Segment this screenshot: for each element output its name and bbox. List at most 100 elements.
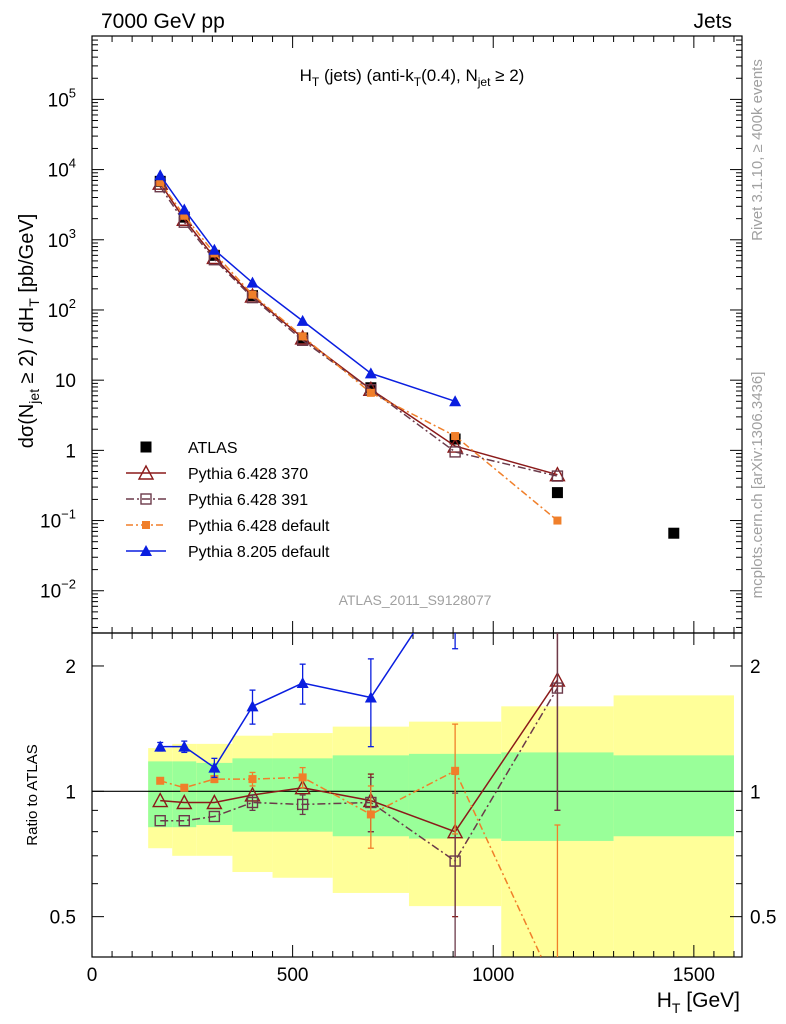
legend-marker [140,545,152,556]
series-point [366,388,375,397]
atlas-point [365,382,377,394]
band-inner-bin [613,755,734,837]
y-tick-label: 10 [55,371,76,392]
ratio-point [449,564,461,575]
ratio-tick-label: 0.5 [50,908,76,929]
ratio-point [451,766,460,775]
ratio-point [178,814,190,827]
ratio-point [366,810,375,819]
ratio-point [178,740,191,752]
header-right: Jets [693,10,732,33]
ratio-y-label: Ratio to ATLAS [24,744,41,845]
rivet-label: Rivet 3.1.10, ≥ 400k events [749,59,766,241]
legend: ATLAS Pythia 6.428 370 Pythia 6.428 391 Pyt… [126,440,330,561]
ratio-point [294,779,311,795]
ratio-point [551,682,564,694]
legend-item: Pythia 6.428 391 [126,492,308,509]
atlas-point [551,487,563,499]
ratio-line [160,769,543,957]
ratio-point [296,798,309,811]
ratio-point [246,796,259,809]
legend-label: Pythia 6.428 default [188,518,330,535]
x-axis-label: HT [GeV] [657,989,740,1016]
ratio-point [206,794,223,810]
ratio-tick-label-right: 1 [750,782,761,803]
series-point [208,243,221,255]
series-main [154,181,564,482]
plot-title: HT (jets) (anti-kT(0.4), Njet ≥ 2) [300,66,525,89]
series-point [553,516,562,525]
y-tick-label: 102 [48,296,76,322]
series-main [152,174,566,482]
series-line [159,181,558,522]
ratio-point [154,740,167,752]
series-point [298,332,307,341]
ratio-tick-label: 1 [65,782,76,803]
axis-ticks: 0 500 1000 1500 10−2 10−1 1 10 102 103 104 105 0.5 0.… [40,35,776,986]
ratio-point [152,792,169,808]
legend-label: ATLAS [188,440,238,457]
series-point [296,314,309,326]
series-ratio [156,723,561,996]
x-tick-label: 1000 [472,965,514,986]
y-tick-label: 105 [48,85,76,111]
ratio-point [364,691,377,703]
mcplots-label: mcplots.cern.ch [arXiv:1306.3436] [749,372,766,599]
ratio-point [298,773,307,782]
series-ratio [154,564,461,779]
series-point [154,169,167,181]
ratio-point [208,810,221,823]
legend-item: ATLAS [140,440,238,457]
series-point [449,395,462,407]
ratio-point [208,761,221,773]
ratio-point [248,775,257,784]
series-point [156,178,165,187]
data-series [152,169,680,996]
header-left: 7000 GeV pp [101,10,225,33]
legend-item: Pythia 8.205 default [126,544,330,561]
analysis-label: ATLAS_2011_S9128077 [339,592,492,608]
legend-label: Pythia 8.205 default [188,544,330,561]
x-tick-label: 500 [277,965,309,986]
y-axis-label: dσ(Njet ≥ 2) / dHT [pb/GeV] [16,214,42,449]
series-point [446,437,464,453]
series-ratio [154,633,564,957]
series-point [551,470,564,482]
legend-label: Pythia 6.428 391 [188,492,308,509]
legend-marker [142,521,150,529]
ratio-tick-label-right: 0.5 [750,908,776,929]
series-main [154,169,462,407]
series-point [178,203,191,215]
ratio-tick-label: 2 [65,657,76,678]
y-tick-label: 103 [48,226,76,252]
legend-marker [137,464,155,480]
legend-item: Pythia 6.428 370 [126,464,308,483]
series-point [248,290,257,299]
ratio-frame [91,632,743,958]
ratio-point [154,814,166,827]
series-line [159,186,558,477]
y-tick-label: 10−1 [40,507,76,533]
y-tick-label: 10−2 [40,577,76,603]
series-point [364,367,377,379]
series-point [449,446,461,458]
series-line [159,174,456,403]
y-tick-label: 1 [65,441,76,462]
ratio-point [176,794,193,810]
series-line [159,182,558,476]
ratio-point [553,988,561,996]
x-tick-label: 0 [87,965,98,986]
y-tick-label: 104 [48,156,76,182]
atlas-point [668,527,680,539]
ratio-point [210,775,219,784]
ratio-point [180,783,189,792]
ratio-point [296,677,309,689]
legend-marker [140,441,152,453]
ratio-point [246,700,259,712]
ratio-point [449,855,461,867]
series-point [180,211,189,220]
ratio-point [156,776,165,785]
ratio-tick-label-right: 2 [750,657,761,678]
legend-marker [140,493,152,505]
x-tick-label: 1500 [673,965,715,986]
